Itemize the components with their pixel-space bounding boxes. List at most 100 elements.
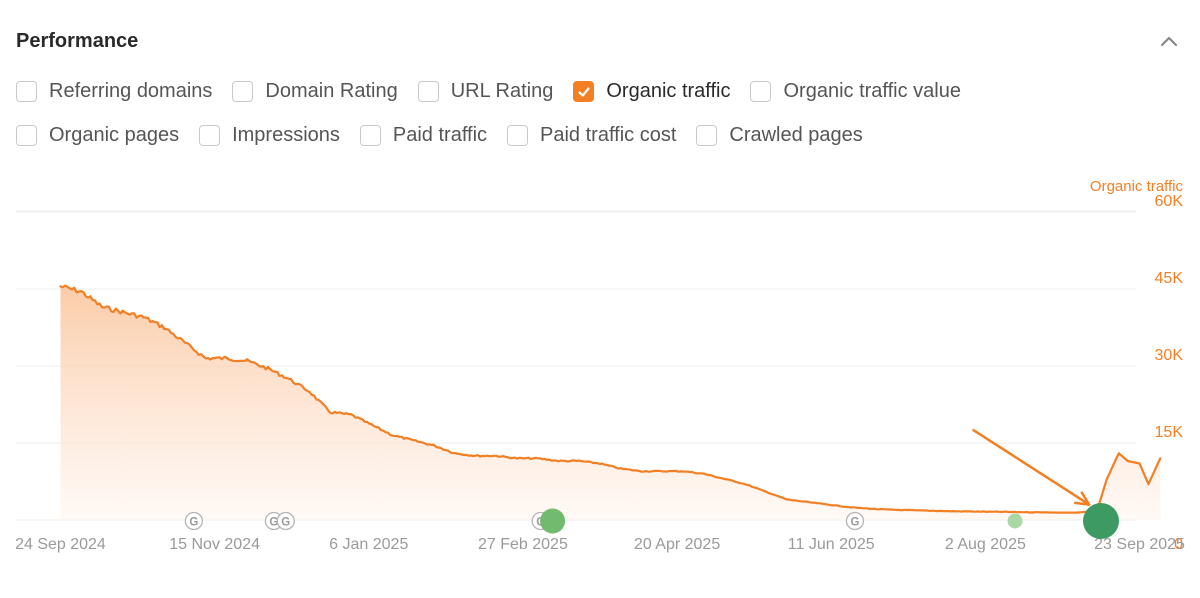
- data-point: [972, 510, 975, 513]
- data-point: [723, 478, 726, 480]
- data-point: [308, 390, 311, 393]
- checkbox-impressions[interactable]: Impressions: [199, 124, 340, 147]
- x-tick-label: 23 Sep 2025: [1094, 536, 1185, 553]
- google-update-glyph: G: [281, 516, 290, 528]
- annotation-arrow-head: [1073, 491, 1091, 506]
- checkbox-box[interactable]: [16, 125, 37, 146]
- data-point: [1159, 457, 1162, 460]
- data-point: [620, 467, 622, 470]
- data-point: [370, 424, 373, 426]
- data-point: [101, 306, 103, 308]
- data-point: [806, 501, 809, 503]
- checkbox-label: Organic traffic: [606, 80, 731, 102]
- checkbox-label: Referring domains: [49, 80, 213, 102]
- y-tick-label: 45K: [1155, 270, 1184, 287]
- data-point: [1147, 483, 1150, 485]
- x-tick-label: 11 Jun 2025: [788, 536, 875, 553]
- data-point: [1138, 462, 1141, 465]
- data-point: [1076, 511, 1079, 514]
- checkbox-label: Organic traffic value: [783, 80, 961, 102]
- x-tick-label: 2 Aug 2025: [945, 536, 1026, 553]
- x-tick-label: 6 Jan 2025: [329, 536, 408, 553]
- checkbox-label: Organic pages: [49, 124, 180, 146]
- data-point: [765, 491, 767, 493]
- data-point: [578, 460, 580, 462]
- google-update-glyph: G: [850, 516, 859, 528]
- data-point: [703, 473, 705, 475]
- data-point: [225, 357, 228, 360]
- checkbox-organic-traffic-value[interactable]: Organic traffic value: [750, 80, 961, 103]
- data-point: [1126, 460, 1129, 462]
- data-point: [163, 326, 165, 329]
- data-point: [80, 290, 82, 293]
- annotation-marker: [1082, 503, 1119, 539]
- checkbox-box[interactable]: [199, 125, 221, 146]
- annotation-marker: [540, 508, 566, 534]
- x-tick-label: 24 Sep 2024: [15, 536, 106, 553]
- metric-toggles-row-1: Referring domains Domain Rating URL Rating…: [16, 80, 981, 103]
- data-point: [287, 378, 290, 380]
- x-tick-label: 27 Feb 2025: [478, 536, 568, 553]
- data-point: [350, 414, 352, 416]
- checkbox-label: Domain Rating: [265, 80, 398, 102]
- checkbox-referring-domains[interactable]: Referring domains: [16, 80, 212, 103]
- metric-toggles-row-2: Organic pages Impressions Paid traffic Paid…: [16, 124, 883, 147]
- checkbox-crawled-pages[interactable]: Crawled pages: [696, 124, 863, 147]
- checkbox-label: Impressions: [232, 124, 340, 146]
- organic-traffic-chart: Organic traffic 60K 45K 30K 15K 0 24 Sep 2024 1…: [0, 170, 1200, 570]
- checkbox-box[interactable]: [16, 81, 37, 102]
- data-point: [1106, 478, 1108, 480]
- data-point: [910, 509, 913, 512]
- series-line-organic-traffic: [59, 284, 1162, 514]
- collapse-button[interactable]: [1154, 26, 1184, 56]
- data-point: [433, 444, 435, 447]
- data-point: [848, 506, 850, 509]
- checkbox-box[interactable]: [696, 125, 718, 146]
- data-point: [121, 311, 124, 313]
- check-icon: [578, 86, 590, 97]
- checkbox-organic-pages[interactable]: Organic pages: [16, 124, 179, 147]
- checkbox-paid-traffic-cost[interactable]: Paid traffic cost: [507, 124, 676, 147]
- data-point: [889, 508, 892, 511]
- data-point: [495, 455, 498, 457]
- x-tick-label: 20 Apr 2025: [634, 536, 720, 553]
- data-point: [412, 439, 415, 442]
- data-point: [952, 510, 954, 513]
- data-point: [246, 360, 248, 362]
- checkbox-label: Paid traffic: [392, 124, 488, 146]
- checkbox-label: URL Rating: [450, 80, 554, 102]
- data-point: [786, 498, 788, 501]
- data-point: [329, 411, 332, 413]
- y-tick-label: 0: [1174, 536, 1183, 553]
- google-update-icon: [276, 511, 295, 531]
- checkbox-box[interactable]: [750, 81, 772, 102]
- annotation-marker: [1007, 513, 1023, 529]
- checkbox-domain-rating[interactable]: Domain Rating: [232, 80, 398, 103]
- y-tick-label: 15K: [1155, 424, 1184, 441]
- data-point: [661, 470, 664, 473]
- annotation-arrow: [972, 428, 1091, 506]
- checkbox-box[interactable]: [232, 81, 254, 102]
- checkbox-label: Paid traffic cost: [540, 124, 677, 146]
- chevron-up-icon: [1160, 36, 1178, 47]
- y-tick-label: 30K: [1155, 347, 1184, 364]
- data-point: [391, 434, 394, 437]
- y-tick-label: 60K: [1155, 193, 1184, 210]
- y-axis-title: Organic traffic: [1090, 178, 1184, 195]
- data-point: [1014, 511, 1016, 513]
- checkbox-box[interactable]: [507, 125, 529, 146]
- checkbox-organic-traffic[interactable]: Organic traffic: [573, 80, 730, 103]
- checkbox-box[interactable]: [359, 125, 381, 146]
- data-point: [184, 342, 186, 344]
- google-update-glyph: G: [189, 516, 198, 528]
- data-point: [640, 470, 643, 473]
- data-point: [474, 455, 477, 457]
- data-point: [682, 470, 684, 473]
- data-point: [557, 460, 560, 462]
- checkbox-url-rating[interactable]: URL Rating: [417, 80, 554, 103]
- checkbox-box[interactable]: [573, 81, 595, 102]
- google-update-glyph: G: [269, 516, 278, 528]
- checkbox-paid-traffic[interactable]: Paid traffic: [359, 124, 488, 147]
- checkbox-box[interactable]: [417, 81, 439, 102]
